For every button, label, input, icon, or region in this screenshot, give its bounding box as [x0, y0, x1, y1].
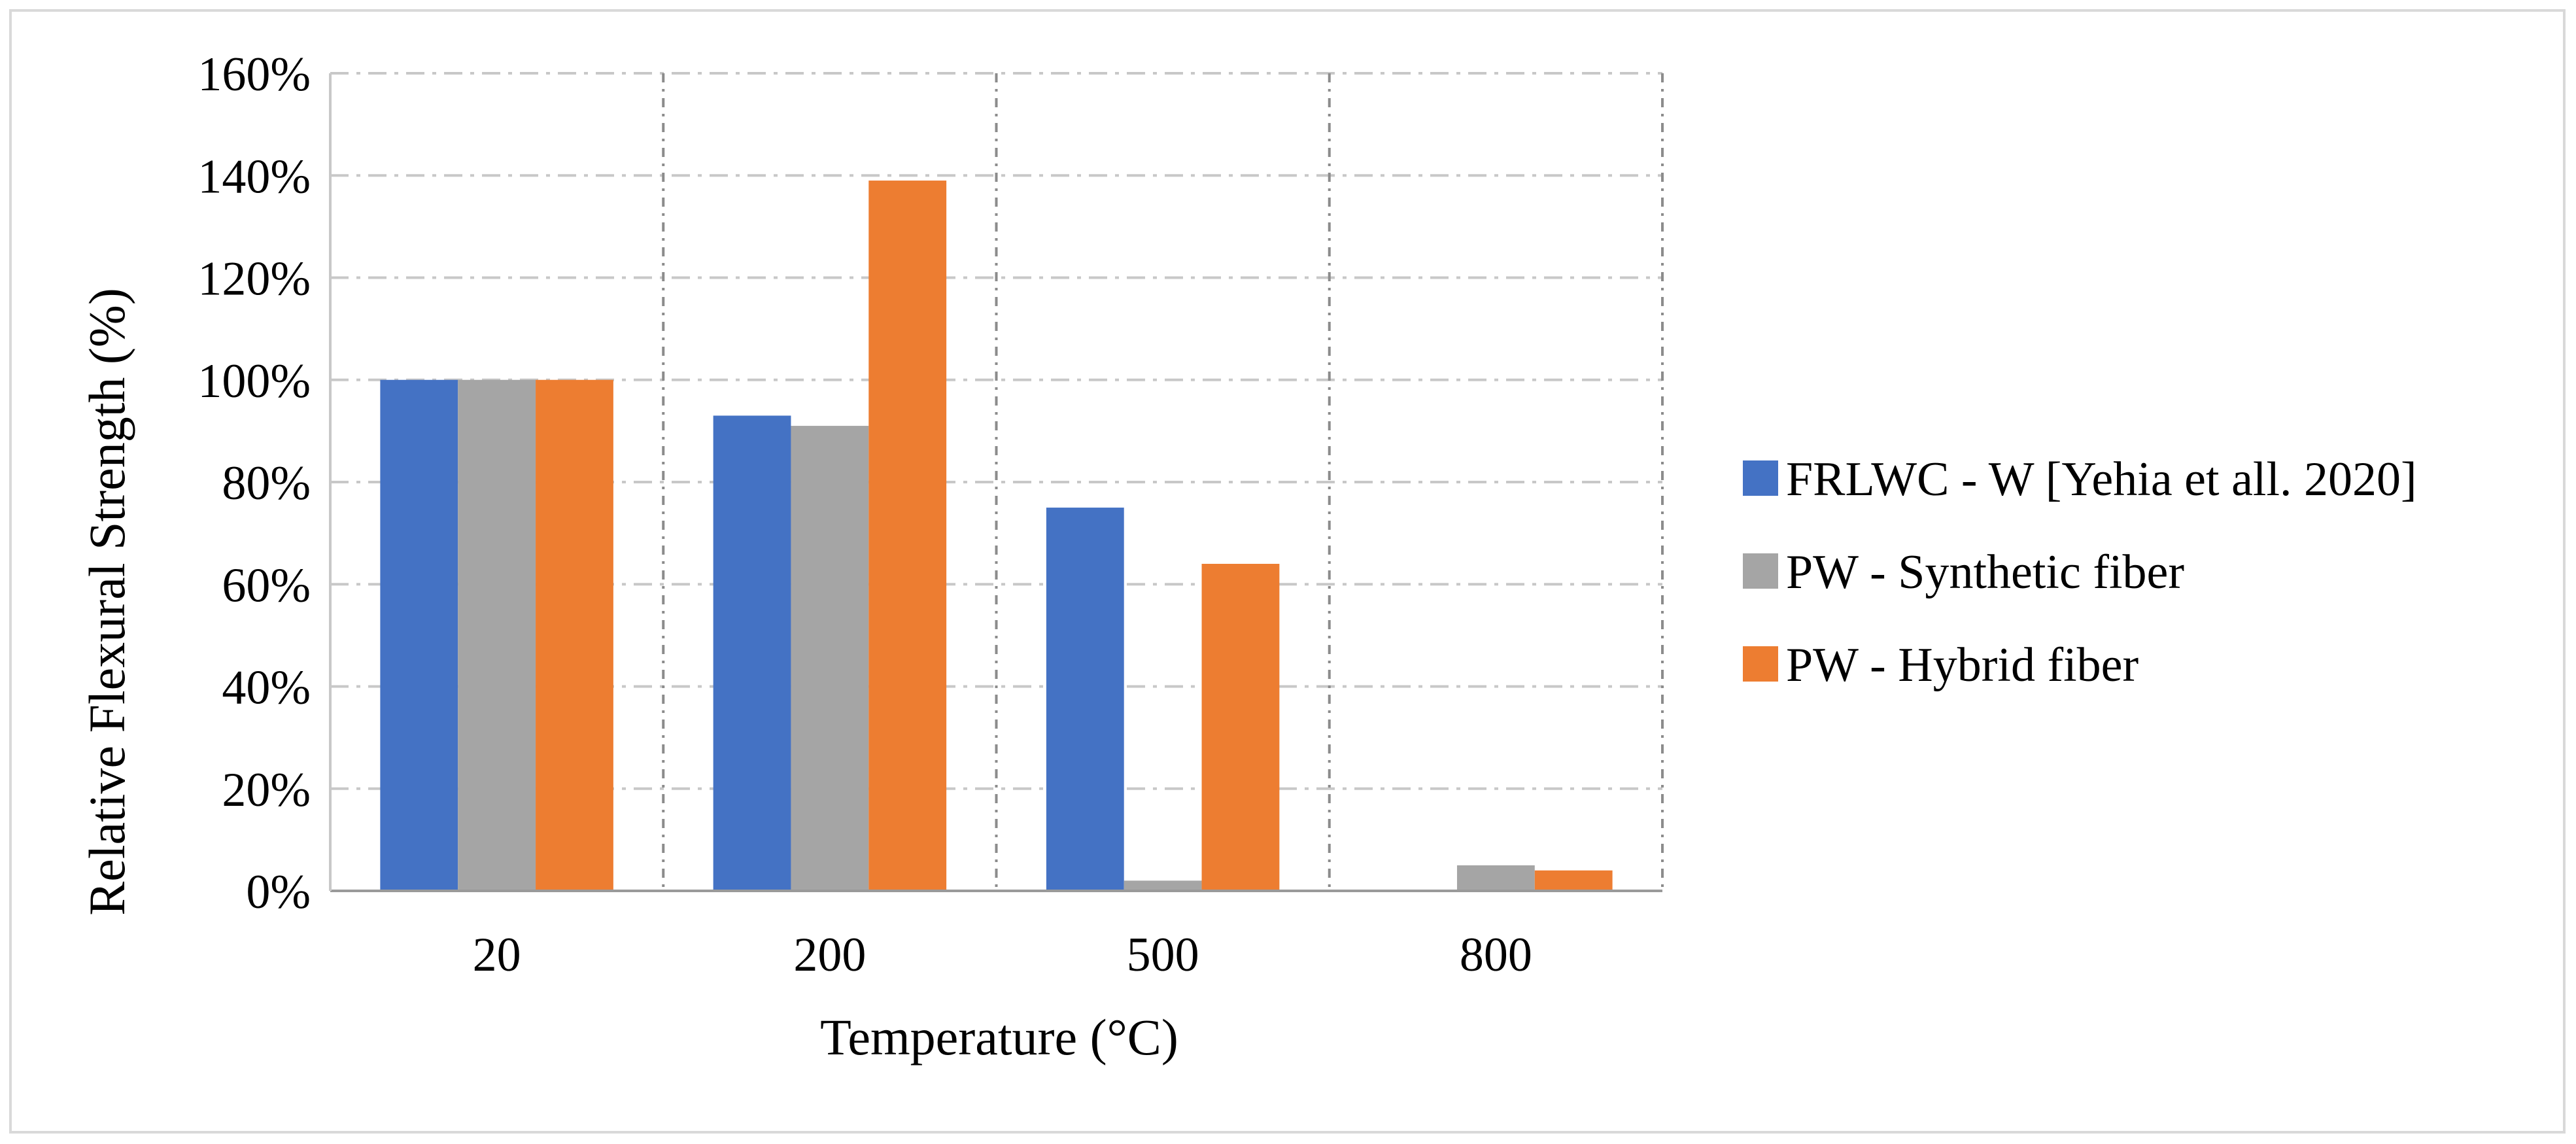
y-tick-label: 80% — [222, 457, 311, 510]
x-category-label: 20 — [473, 928, 521, 982]
legend-label: PW - Hybrid fiber — [1786, 638, 2138, 692]
bar — [1201, 564, 1280, 891]
y-tick-label: 40% — [222, 661, 311, 715]
bar — [1456, 865, 1535, 891]
legend-item: PW - Synthetic fiber — [1743, 546, 2184, 599]
x-axis-title: Temperature (°C) — [820, 1009, 1178, 1066]
legend-label: PW - Synthetic fiber — [1786, 546, 2184, 599]
y-tick-label: 140% — [197, 150, 311, 203]
x-category-labels: 20 200 500 800 — [473, 928, 1532, 982]
legend-item: FRLWC - W [Yehia et all. 2020] — [1743, 453, 2417, 506]
bar — [1046, 508, 1124, 891]
legend: FRLWC - W [Yehia et all. 2020] PW - Synth… — [1743, 453, 2417, 692]
y-tick-label: 60% — [222, 559, 311, 612]
bars — [380, 181, 1613, 891]
y-tick-label: 120% — [197, 252, 311, 306]
bar — [380, 379, 458, 891]
legend-swatch — [1743, 646, 1778, 682]
legend-swatch — [1743, 460, 1778, 496]
y-tick-label: 0% — [246, 865, 311, 919]
bar — [1534, 870, 1613, 891]
bar — [458, 379, 536, 891]
y-tick-label: 20% — [222, 763, 311, 817]
bar — [1124, 880, 1202, 891]
bar — [536, 379, 613, 891]
y-tick-labels: 0% 20% 40% 60% 80% 100% 120% 140% 160% — [197, 48, 311, 919]
bar — [713, 415, 791, 891]
gridlines — [330, 72, 1664, 891]
bar — [791, 426, 869, 891]
axes — [329, 73, 1662, 892]
x-category-label: 800 — [1460, 928, 1532, 982]
bar — [868, 181, 947, 891]
x-category-label: 200 — [793, 928, 866, 982]
legend-item: PW - Hybrid fiber — [1743, 638, 2138, 692]
legend-label: FRLWC - W [Yehia et all. 2020] — [1786, 453, 2417, 506]
y-axis-title: Relative Flexural Strength (%) — [78, 288, 135, 916]
y-tick-label: 160% — [197, 48, 311, 101]
y-tick-label: 100% — [197, 355, 311, 408]
legend-swatch — [1743, 553, 1778, 589]
x-category-label: 500 — [1127, 928, 1199, 982]
